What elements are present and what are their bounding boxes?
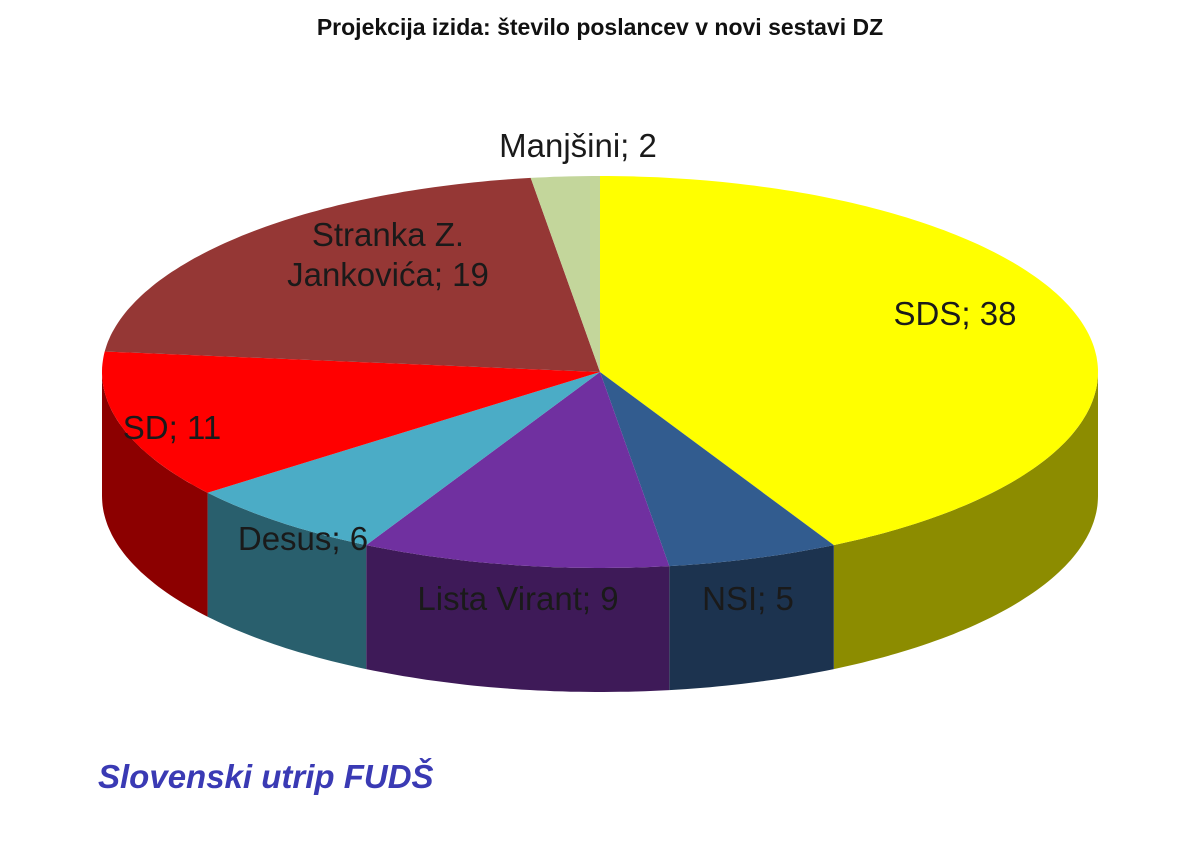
slice-label-manjsini: Manjšini; 2 bbox=[499, 127, 657, 164]
pie-side-sd bbox=[102, 372, 208, 617]
pie-slice-sd bbox=[102, 351, 600, 493]
pie-side-nsi bbox=[669, 545, 834, 691]
watermark-text: Slovenski utrip FUDŠ bbox=[98, 758, 434, 795]
pie-labels: SDS; 38 NSI; 5 Lista Virant; 9 Desus; 6 SD; … bbox=[123, 127, 1017, 617]
pie-side-desus bbox=[207, 492, 367, 670]
pie-slice-desus bbox=[207, 372, 600, 546]
pie-side-sds bbox=[833, 372, 1098, 670]
slice-label-nsi: NSI; 5 bbox=[702, 580, 794, 617]
slice-label-desus: Desus; 6 bbox=[238, 520, 368, 557]
pie-slice-nsi bbox=[600, 372, 834, 567]
pie-slice-stranka-z-jankovica bbox=[104, 177, 600, 372]
slice-label-stranka-z-jankovica: Stranka Z. Jankovića; 19 bbox=[287, 216, 489, 293]
pie-sides bbox=[102, 372, 1098, 692]
pie-side-lista-virant bbox=[366, 545, 670, 692]
slice-label-sd: SD; 11 bbox=[123, 409, 221, 446]
slice-label-lista-virant: Lista Virant; 9 bbox=[417, 580, 618, 617]
pie-slice-manjsini bbox=[530, 176, 600, 372]
pie-slice-sds bbox=[600, 176, 1098, 546]
slice-label-sds: SDS; 38 bbox=[894, 295, 1017, 332]
pie-tops bbox=[102, 176, 1098, 568]
pie-slice-lista-virant bbox=[366, 372, 670, 568]
chart-title: Projekcija izida: število poslancev v no… bbox=[316, 14, 884, 40]
